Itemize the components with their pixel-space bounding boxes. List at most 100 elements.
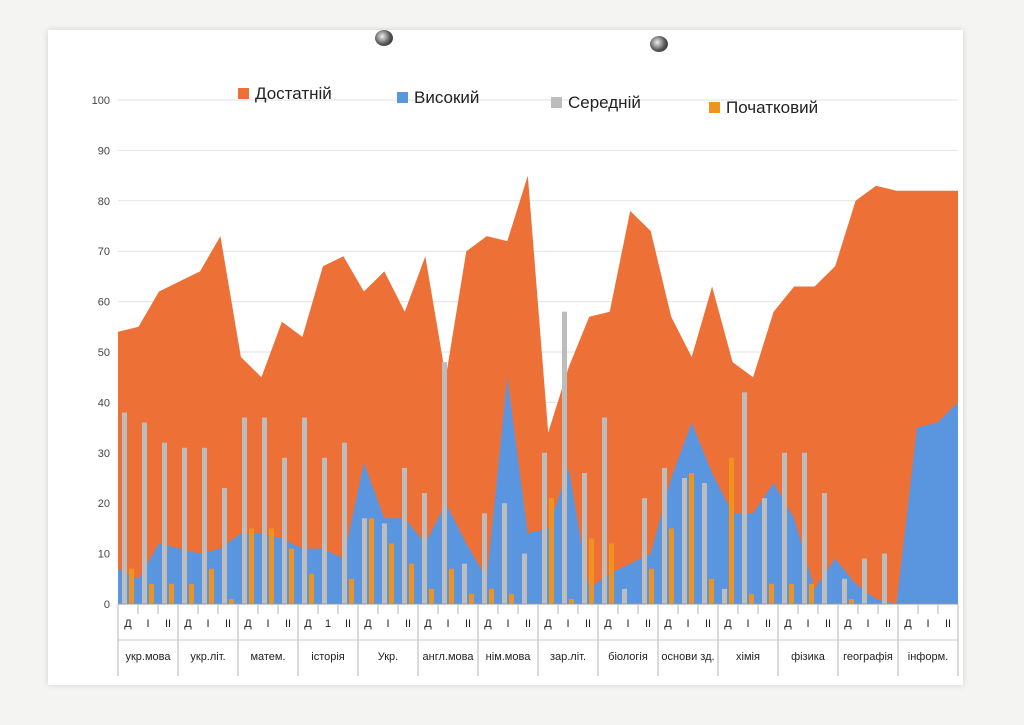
x-sub-label: ІІ [705, 618, 711, 630]
y-tick-label: 50 [98, 347, 110, 359]
bar-serednii [442, 362, 447, 604]
x-sub-label: І [566, 618, 569, 630]
bar-serednii [282, 457, 287, 604]
bar-pochatkovyi [289, 548, 294, 604]
x-category-label: основи зд. [661, 651, 714, 663]
bar-serednii [342, 442, 347, 604]
x-sub-label: І [626, 618, 629, 630]
bar-pochatkovyi [649, 568, 654, 604]
bar-pochatkovyi [729, 457, 734, 604]
x-sub-label: І [266, 618, 269, 630]
x-sub-label: 1 [325, 618, 331, 630]
y-tick-label: 20 [98, 498, 110, 510]
x-sub-label: І [386, 618, 389, 630]
bar-serednii [602, 417, 607, 604]
bar-pochatkovyi [709, 578, 714, 604]
bar-serednii [802, 452, 807, 604]
x-sub-label: Д [124, 618, 132, 630]
bar-serednii [702, 483, 707, 604]
bar-serednii [122, 412, 127, 604]
x-sub-label: ІІ [765, 618, 771, 630]
bar-serednii [202, 447, 207, 604]
bars [122, 311, 887, 604]
bar-pochatkovyi [189, 583, 194, 604]
x-sub-label: Д [844, 618, 852, 630]
y-tick-label: 60 [98, 297, 110, 309]
bar-serednii [582, 473, 587, 604]
y-tick-label: 40 [98, 397, 110, 409]
x-sub-label: І [806, 618, 809, 630]
x-sub-label: ІІ [945, 618, 951, 630]
x-category-label: укр.літ. [190, 651, 225, 663]
x-sub-label: І [506, 618, 509, 630]
y-tick-label: 10 [98, 549, 110, 561]
bar-serednii [782, 452, 787, 604]
bar-pochatkovyi [229, 599, 234, 604]
x-sub-label: ІІ [285, 618, 291, 630]
area-series-dostatnii [118, 175, 958, 604]
bar-serednii [642, 498, 647, 604]
x-sub-label: ІІ [885, 618, 891, 630]
y-tick-label: 70 [98, 246, 110, 258]
x-sub-label: Д [724, 618, 732, 630]
bar-pochatkovyi [669, 528, 674, 604]
x-sub-label: ІІ [645, 618, 651, 630]
x-sub-label: І [146, 618, 149, 630]
bar-pochatkovyi [309, 573, 314, 604]
legend-swatch [551, 97, 562, 108]
legend-label: Високий [414, 88, 479, 107]
legend-label: Середній [568, 93, 641, 112]
legend-label: Початковий [726, 98, 818, 117]
x-category-label: зар.літ. [550, 651, 586, 663]
bar-serednii [462, 563, 467, 604]
bar-pochatkovyi [769, 583, 774, 604]
bar-pochatkovyi [349, 578, 354, 604]
bar-pochatkovyi [209, 568, 214, 604]
x-sub-label: ІІ [225, 618, 231, 630]
x-category-label: англ.мова [423, 651, 475, 663]
area-series-vysokyi [118, 377, 958, 604]
bar-serednii [482, 513, 487, 604]
punch-hole-left [375, 30, 393, 46]
bar-pochatkovyi [369, 518, 374, 604]
y-axis: 0 10 20 30 40 50 60 70 80 90 100 [92, 95, 110, 611]
bar-pochatkovyi [849, 599, 854, 604]
bar-pochatkovyi [469, 593, 474, 604]
x-sub-label: Д [424, 618, 432, 630]
x-sub-label: ІІ [465, 618, 471, 630]
x-category-label: Укр. [378, 651, 398, 663]
bar-pochatkovyi [569, 599, 574, 604]
bar-pochatkovyi [609, 543, 614, 604]
bar-serednii [682, 478, 687, 604]
x-sub-label: ІІ [345, 618, 351, 630]
x-sub-label: І [206, 618, 209, 630]
bar-pochatkovyi [269, 528, 274, 604]
bar-serednii [722, 588, 727, 604]
bar-serednii [302, 417, 307, 604]
punch-hole-right [650, 36, 668, 52]
bar-serednii [662, 467, 667, 604]
x-axis: Д І ІІ Д І ІІ Д І ІІ Д 1 ІІ Д І ІІ Д І ІІ Д І ІІ Д І ІІ Д І ІІ Д І ІІ… [117, 603, 959, 676]
legend-swatch [397, 92, 408, 103]
bar-serednii [822, 493, 827, 604]
y-tick-label: 90 [98, 145, 110, 157]
legend-swatch [238, 88, 249, 99]
x-sub-label: ІІ [825, 618, 831, 630]
bar-serednii [742, 392, 747, 604]
x-sub-label: Д [304, 618, 312, 630]
bar-serednii [622, 588, 627, 604]
bar-serednii [142, 422, 147, 604]
bar-serednii [502, 503, 507, 604]
x-sub-label: ІІ [165, 618, 171, 630]
x-category-label: матем. [250, 651, 285, 663]
x-sub-label: І [446, 618, 449, 630]
bar-pochatkovyi [409, 563, 414, 604]
bar-pochatkovyi [589, 538, 594, 604]
bar-pochatkovyi [449, 568, 454, 604]
bar-serednii [522, 553, 527, 604]
bar-serednii [362, 518, 367, 604]
x-sub-label: Д [244, 618, 252, 630]
x-category-label: хімія [736, 651, 760, 663]
bar-pochatkovyi [509, 593, 514, 604]
x-sub-label: ІІ [405, 618, 411, 630]
